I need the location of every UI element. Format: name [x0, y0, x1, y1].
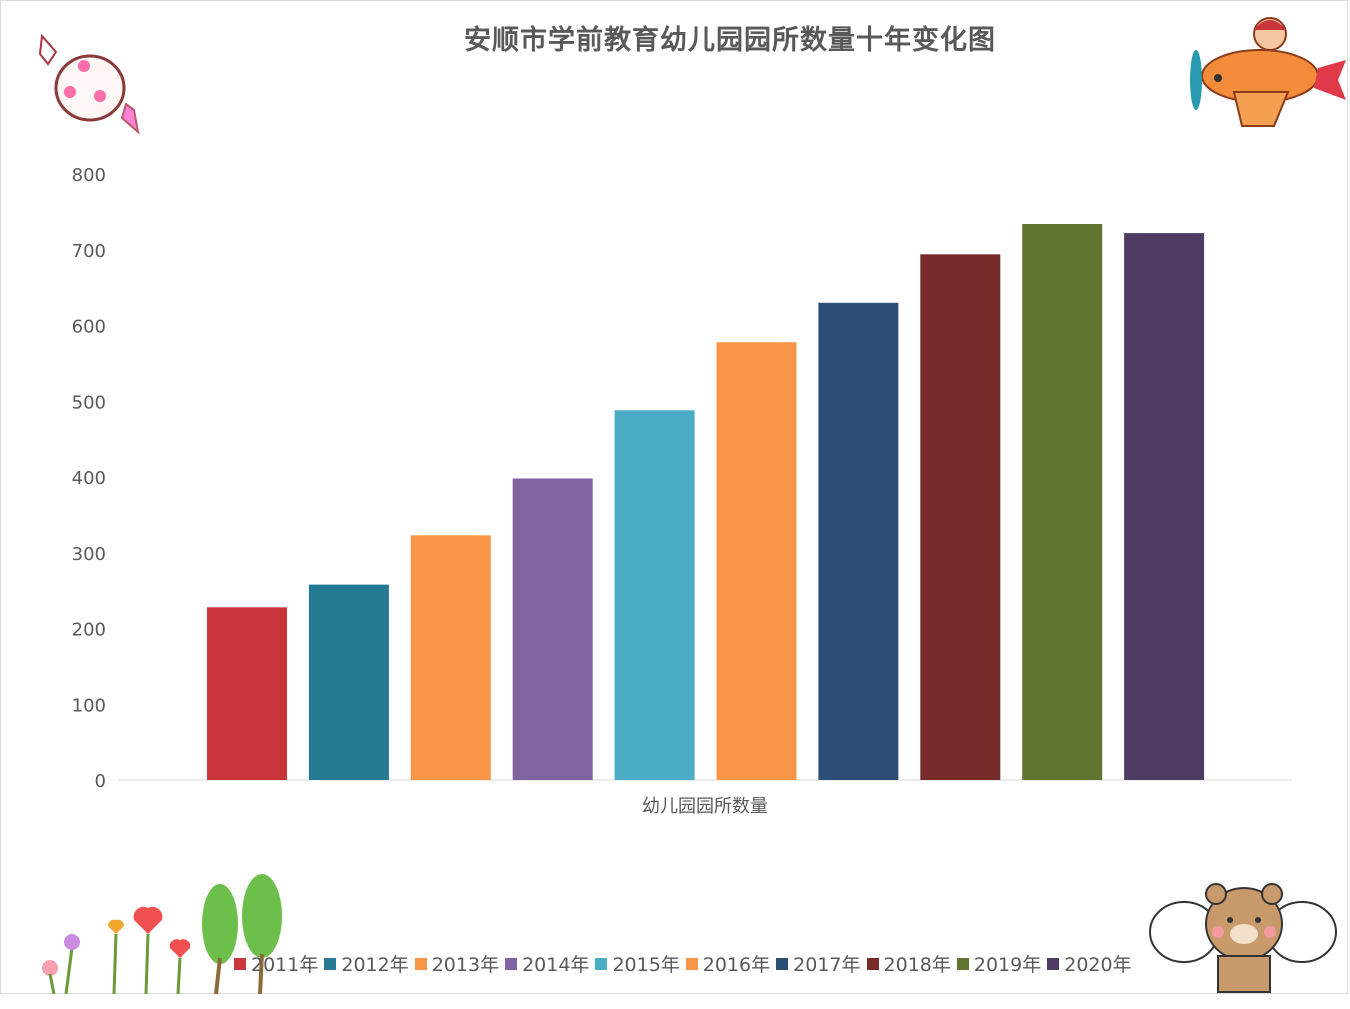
legend-item: 2015年 — [595, 950, 680, 977]
bar-2015年 — [614, 410, 695, 780]
legend-label: 2017年 — [793, 954, 861, 976]
chart-title: 安顺市学前教育幼儿园园所数量十年变化图 — [464, 25, 996, 56]
legend-swatch — [776, 957, 789, 970]
legend-swatch — [866, 957, 879, 970]
bars — [207, 224, 1205, 781]
legend-item: 2020年 — [1047, 950, 1132, 977]
legend-label: 2014年 — [522, 954, 590, 976]
airplane-pilot-icon — [1190, 17, 1346, 127]
y-tick-label: 300 — [72, 544, 106, 565]
legend-label: 2019年 — [973, 954, 1042, 976]
y-tick-label: 200 — [72, 620, 106, 641]
y-tick-label: 700 — [72, 241, 106, 262]
bar-2012年 — [308, 584, 389, 780]
candy-icon — [38, 33, 140, 135]
bears-icon — [1149, 883, 1337, 993]
legend-item: 2012年 — [324, 950, 409, 977]
legend-swatch — [1047, 957, 1060, 970]
bar-2017年 — [818, 302, 899, 780]
legend-item: 2016年 — [685, 950, 771, 977]
y-tick-label: 400 — [72, 468, 106, 489]
legend-swatch — [685, 957, 698, 970]
legend-swatch — [505, 957, 518, 970]
bar-2018年 — [920, 254, 1001, 781]
legend-swatch — [595, 957, 608, 970]
y-tick-label: 100 — [72, 695, 106, 716]
legend-label: 2015年 — [612, 954, 680, 976]
y-tick-label: 600 — [72, 317, 106, 338]
bar-2014年 — [512, 478, 593, 780]
legend-label: 2018年 — [883, 954, 951, 976]
y-tick-label: 500 — [72, 392, 106, 413]
bar-2019年 — [1022, 224, 1103, 780]
legend-item: 2013年 — [414, 950, 500, 977]
legend: 2011年 2012年 2013年 2014年 2015年 2016年 2017年 2018年… — [234, 950, 1138, 977]
legend-swatch — [956, 957, 969, 970]
x-axis-label: 幼儿园园所数量 — [642, 796, 768, 817]
bar-2016年 — [716, 342, 797, 780]
legend-swatch — [234, 957, 246, 970]
bar-2011年 — [207, 607, 287, 780]
legend-label: 2020年 — [1064, 954, 1132, 976]
bar-2013年 — [410, 535, 491, 780]
legend-swatch — [324, 957, 337, 970]
legend-item: 2014年 — [505, 950, 589, 977]
bar-2020年 — [1124, 233, 1205, 781]
legend-label: 2013年 — [431, 954, 500, 976]
legend-label: 2016年 — [702, 954, 771, 976]
legend-item: 2011年 — [234, 950, 318, 977]
legend-item: 2018年 — [866, 950, 951, 977]
legend-item: 2017年 — [776, 950, 861, 977]
y-tick-label: 0 — [95, 771, 106, 792]
legend-label: 2012年 — [341, 954, 409, 976]
y-axis: 0 100 200 300 400 500 600 700 800 — [72, 165, 106, 792]
legend-swatch — [414, 957, 427, 970]
flowers-trees-icon — [42, 874, 282, 994]
y-tick-label: 800 — [72, 165, 106, 186]
legend-item: 2019年 — [956, 950, 1042, 977]
legend-label: 2011年 — [251, 954, 319, 976]
